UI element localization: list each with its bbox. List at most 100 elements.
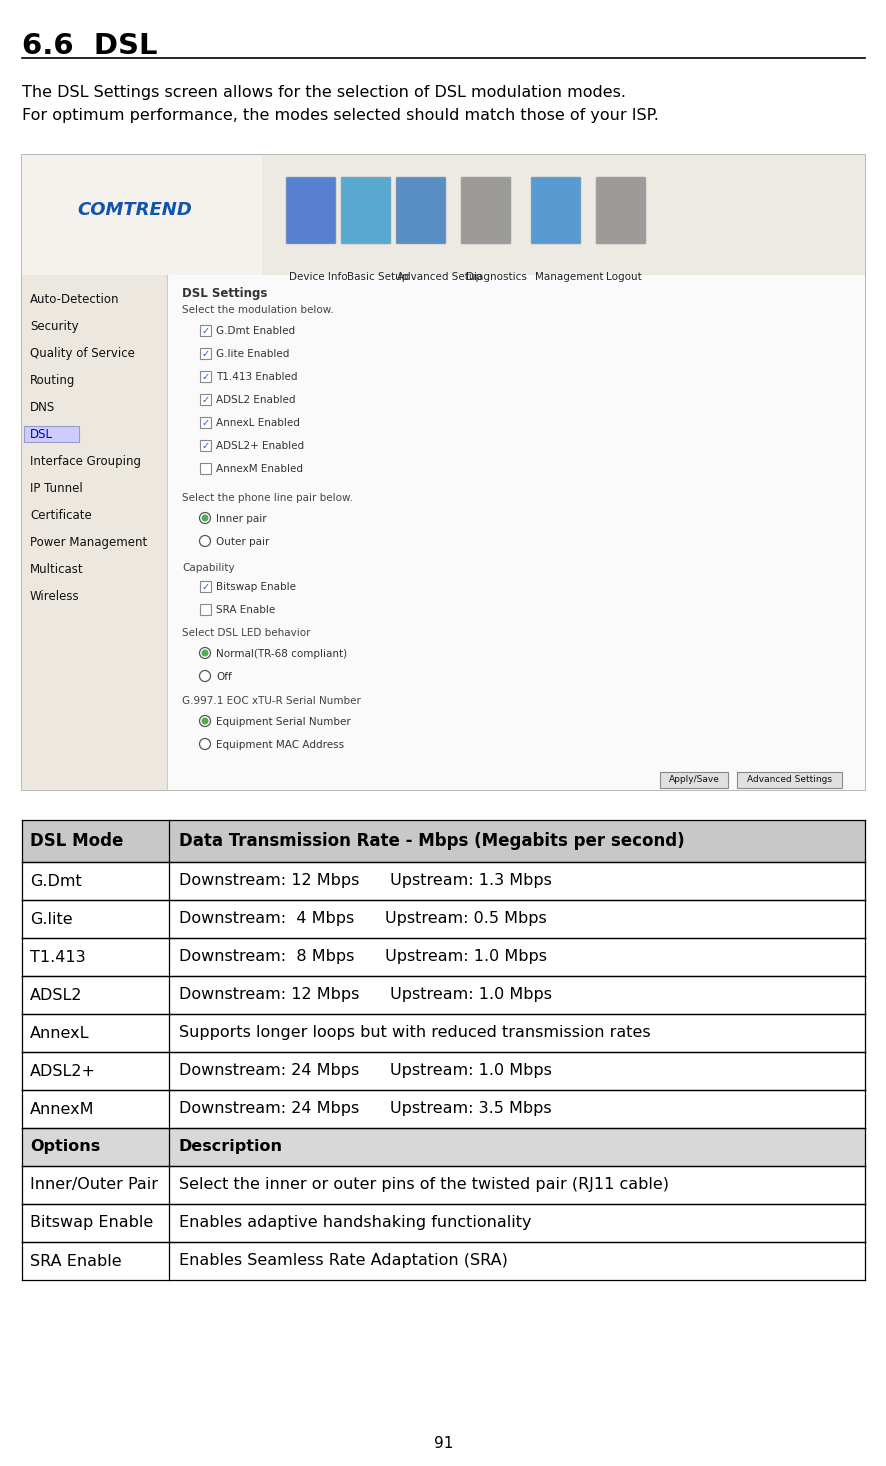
Text: Management: Management — [534, 273, 602, 281]
Bar — [22, 1242, 864, 1280]
Text: Options: Options — [30, 1139, 100, 1155]
Bar — [22, 1165, 864, 1204]
Text: ✓: ✓ — [201, 418, 209, 428]
Text: T1.413 Enabled: T1.413 Enabled — [216, 372, 297, 383]
Bar — [167, 276, 864, 790]
FancyBboxPatch shape — [595, 177, 645, 243]
Text: Security: Security — [30, 320, 79, 333]
Bar — [22, 155, 864, 790]
FancyBboxPatch shape — [395, 177, 446, 243]
Bar — [199, 347, 211, 359]
Bar — [22, 1204, 864, 1242]
Text: Downstream: 24 Mbps      Upstream: 1.0 Mbps: Downstream: 24 Mbps Upstream: 1.0 Mbps — [179, 1063, 551, 1079]
Text: Enables adaptive handshaking functionality: Enables adaptive handshaking functionali… — [179, 1215, 531, 1230]
FancyBboxPatch shape — [285, 177, 336, 243]
Text: Equipment MAC Address: Equipment MAC Address — [216, 740, 344, 751]
Bar — [22, 1127, 864, 1165]
Text: Outer pair: Outer pair — [216, 537, 269, 547]
Bar — [199, 416, 211, 428]
Text: SRA Enable: SRA Enable — [216, 605, 275, 616]
Circle shape — [199, 670, 210, 682]
Text: Select the inner or outer pins of the twisted pair (RJ11 cable): Select the inner or outer pins of the tw… — [179, 1177, 668, 1192]
Text: Capability: Capability — [182, 563, 235, 573]
FancyBboxPatch shape — [531, 177, 580, 243]
Text: Select the modulation below.: Select the modulation below. — [182, 305, 333, 315]
Text: Supports longer loops but with reduced transmission rates: Supports longer loops but with reduced t… — [179, 1026, 650, 1041]
Bar — [199, 440, 211, 452]
Bar — [22, 819, 864, 862]
Text: 91: 91 — [433, 1437, 453, 1451]
Text: Downstream:  8 Mbps      Upstream: 1.0 Mbps: Downstream: 8 Mbps Upstream: 1.0 Mbps — [179, 950, 547, 965]
Bar — [199, 604, 211, 616]
Text: IP Tunnel: IP Tunnel — [30, 482, 82, 496]
Bar — [22, 1091, 864, 1127]
FancyBboxPatch shape — [461, 177, 510, 243]
Text: T1.413: T1.413 — [30, 950, 86, 965]
Text: Off: Off — [216, 671, 231, 682]
Circle shape — [201, 649, 208, 657]
Bar — [22, 938, 864, 976]
Bar — [199, 463, 211, 474]
Text: Downstream: 12 Mbps      Upstream: 1.0 Mbps: Downstream: 12 Mbps Upstream: 1.0 Mbps — [179, 988, 551, 1003]
Text: Device Info: Device Info — [289, 273, 347, 281]
Text: ADSL2+ Enabled: ADSL2+ Enabled — [216, 441, 304, 452]
Bar — [22, 976, 864, 1014]
Text: Apply/Save: Apply/Save — [668, 776, 719, 784]
Text: ADSL2 Enabled: ADSL2 Enabled — [216, 394, 295, 405]
Text: AnnexM: AnnexM — [30, 1101, 95, 1117]
Text: G.lite Enabled: G.lite Enabled — [216, 349, 289, 359]
Bar — [199, 394, 211, 405]
Text: Select DSL LED behavior: Select DSL LED behavior — [182, 627, 310, 638]
Circle shape — [201, 515, 208, 522]
Circle shape — [199, 715, 210, 727]
Bar — [24, 427, 79, 443]
Text: Routing: Routing — [30, 374, 75, 387]
Text: Downstream: 12 Mbps      Upstream: 1.3 Mbps: Downstream: 12 Mbps Upstream: 1.3 Mbps — [179, 874, 551, 888]
Text: Enables Seamless Rate Adaptation (SRA): Enables Seamless Rate Adaptation (SRA) — [179, 1253, 508, 1268]
Text: Interface Grouping: Interface Grouping — [30, 454, 141, 468]
Text: 6.6  DSL: 6.6 DSL — [22, 32, 158, 60]
Circle shape — [199, 739, 210, 749]
Circle shape — [199, 535, 210, 547]
Text: Bitswap Enable: Bitswap Enable — [30, 1215, 153, 1230]
Text: ✓: ✓ — [201, 372, 209, 383]
Text: SRA Enable: SRA Enable — [30, 1253, 121, 1268]
Bar — [22, 276, 167, 790]
Text: Auto-Detection: Auto-Detection — [30, 293, 120, 306]
Text: Advanced Settings: Advanced Settings — [746, 776, 831, 784]
Text: For optimum performance, the modes selected should match those of your ISP.: For optimum performance, the modes selec… — [22, 108, 658, 123]
Text: ✓: ✓ — [201, 441, 209, 452]
Text: ✓: ✓ — [201, 325, 209, 336]
Bar — [22, 1014, 864, 1053]
Text: Inner pair: Inner pair — [216, 515, 267, 523]
Text: ADSL2: ADSL2 — [30, 988, 82, 1003]
Text: DNS: DNS — [30, 402, 55, 413]
Circle shape — [201, 717, 208, 724]
Text: DSL Mode: DSL Mode — [30, 833, 123, 850]
Circle shape — [199, 513, 210, 523]
Text: Basic Setup: Basic Setup — [346, 273, 408, 281]
Text: DSL: DSL — [30, 428, 53, 441]
Text: G.Dmt: G.Dmt — [30, 874, 82, 888]
Text: Bitswap Enable: Bitswap Enable — [216, 582, 296, 592]
Text: Diagnostics: Diagnostics — [465, 273, 526, 281]
Text: Quality of Service: Quality of Service — [30, 347, 135, 361]
Bar — [22, 1053, 864, 1091]
Bar — [659, 773, 727, 789]
Text: Logout: Logout — [605, 273, 641, 281]
Bar — [22, 900, 864, 938]
Circle shape — [199, 648, 210, 658]
Text: COMTREND: COMTREND — [77, 201, 191, 218]
Text: Equipment Serial Number: Equipment Serial Number — [216, 717, 350, 727]
Text: ADSL2+: ADSL2+ — [30, 1063, 96, 1079]
Text: Data Transmission Rate - Mbps (Megabits per second): Data Transmission Rate - Mbps (Megabits … — [179, 833, 684, 850]
Text: Normal(TR-68 compliant): Normal(TR-68 compliant) — [216, 649, 346, 660]
Text: AnnexL Enabled: AnnexL Enabled — [216, 418, 299, 428]
Text: Downstream:  4 Mbps      Upstream: 0.5 Mbps: Downstream: 4 Mbps Upstream: 0.5 Mbps — [179, 912, 546, 927]
Bar — [22, 862, 864, 900]
Bar — [22, 155, 261, 276]
Text: The DSL Settings screen allows for the selection of DSL modulation modes.: The DSL Settings screen allows for the s… — [22, 85, 626, 100]
Text: G.997.1 EOC xTU-R Serial Number: G.997.1 EOC xTU-R Serial Number — [182, 696, 361, 707]
Text: Multicast: Multicast — [30, 563, 83, 576]
Text: Wireless: Wireless — [30, 589, 80, 603]
